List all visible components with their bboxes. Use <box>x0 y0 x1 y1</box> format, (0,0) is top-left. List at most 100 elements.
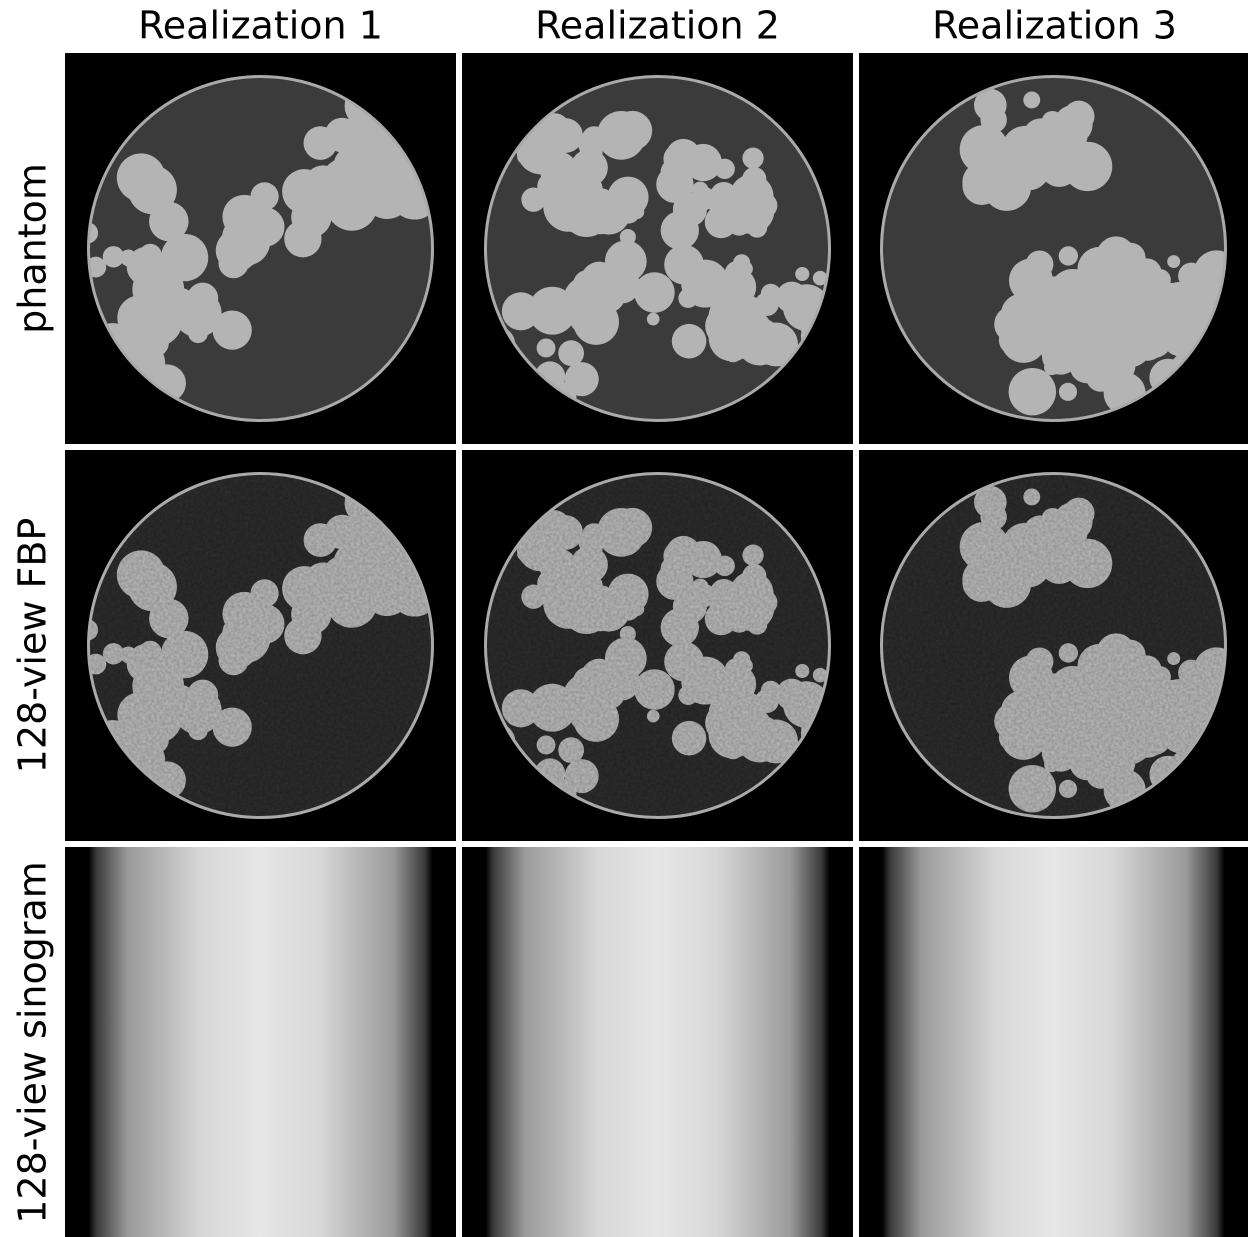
tissue-blob <box>742 166 767 192</box>
tissue-blob <box>548 515 583 550</box>
tissue-blob <box>543 577 595 629</box>
tissue-blob <box>572 269 603 300</box>
tissue-blob <box>613 525 633 545</box>
phantom-disk <box>485 76 830 421</box>
tissue-blob <box>574 378 592 397</box>
disk-edge <box>87 472 434 819</box>
tissue-blob <box>671 323 707 359</box>
disk-edge <box>484 472 831 819</box>
panel <box>859 847 1248 1237</box>
panel <box>462 53 853 444</box>
sinogram-image <box>462 847 853 1237</box>
tissue-blob <box>646 312 660 326</box>
tissue-blob <box>1067 292 1098 323</box>
tissue-blob <box>660 554 691 585</box>
panel <box>462 847 853 1237</box>
panel <box>65 53 456 444</box>
tissue-blob <box>1167 255 1181 269</box>
tissue-blob <box>579 536 603 560</box>
tissue-blob <box>1184 326 1202 344</box>
tissue-blob <box>212 707 252 747</box>
row-label: phantom <box>11 163 55 334</box>
tissue-blob <box>215 229 259 272</box>
tissue-blob <box>1063 497 1095 529</box>
tissue-blob <box>1077 643 1123 689</box>
disk-edge <box>87 75 434 422</box>
tissue-blob <box>1050 545 1063 559</box>
tissue-blob <box>116 153 166 202</box>
tissue-blob <box>1062 734 1085 757</box>
disk-edge <box>484 75 831 422</box>
column-title: Realization 1 <box>138 4 383 48</box>
tissue-blob <box>754 292 779 317</box>
tissue-blob <box>603 266 641 304</box>
tissue-blob <box>690 662 726 698</box>
tissue-blob <box>736 715 784 763</box>
tissue-blob <box>603 663 641 701</box>
tissue-blob <box>962 563 1002 602</box>
tissue-blob <box>1058 246 1079 266</box>
tissue-blob <box>138 640 162 664</box>
tissue-blob <box>188 323 208 344</box>
panel <box>462 450 853 841</box>
row-label: 128-view FBP <box>11 518 55 774</box>
column-title: Realization 3 <box>932 4 1177 48</box>
tissue-blob <box>222 591 267 636</box>
tissue-blob <box>1067 689 1098 720</box>
tissue-blob <box>742 563 767 589</box>
tissue-blob <box>574 775 592 794</box>
tissue-blob <box>795 663 810 679</box>
tissue-blob <box>698 584 715 601</box>
tissue-blob <box>1014 279 1047 312</box>
tissue-blob <box>88 619 99 641</box>
tissue-blob <box>1018 326 1047 356</box>
tissue-blob <box>742 544 764 566</box>
tissue-blob <box>175 631 199 655</box>
tissue-blob <box>517 547 531 561</box>
tissue-blob <box>187 282 219 314</box>
tissue-blob <box>1014 676 1047 709</box>
tissue-blob <box>754 689 779 714</box>
tissue-blob <box>102 246 125 268</box>
tissue-blob <box>116 550 166 599</box>
tissue-blob <box>175 234 199 258</box>
tissue-blob <box>536 338 556 358</box>
tissue-blob <box>587 191 631 235</box>
tissue-blob <box>303 126 338 160</box>
tissue-blob <box>660 157 691 188</box>
tissue-blob <box>1122 337 1135 350</box>
tissue-blob <box>1058 382 1078 401</box>
tissue-blob <box>744 198 772 227</box>
tissue-blob <box>690 265 726 301</box>
phantom-disk <box>881 76 1226 421</box>
tissue-blob <box>558 340 585 367</box>
panel <box>859 450 1248 841</box>
tissue-blob <box>573 696 620 742</box>
tissue-blob <box>962 166 1002 205</box>
tissue-blob <box>149 598 189 639</box>
tissue-blob <box>613 128 633 148</box>
tissue-blob <box>646 709 660 723</box>
tissue-blob <box>959 521 1009 572</box>
tissue-blob <box>1050 148 1063 162</box>
tissue-blob <box>587 588 631 632</box>
tissue-blob <box>1126 321 1143 338</box>
tissue-blob <box>536 735 556 755</box>
tissue-blob <box>742 147 764 169</box>
tissue-blob <box>1184 723 1202 741</box>
row-label: 128-view sinogram <box>11 861 55 1224</box>
tissue-blob <box>684 143 722 182</box>
tissue-blob <box>333 144 378 189</box>
tissue-blob <box>634 272 675 313</box>
column-title: Realization 2 <box>535 4 780 48</box>
tissue-blob <box>1063 100 1095 132</box>
tissue-blob <box>303 523 338 557</box>
tissue-blob <box>528 286 577 335</box>
tissue-blob <box>1062 337 1085 360</box>
tissue-blob <box>737 261 753 277</box>
tissue-blob <box>333 541 378 586</box>
tissue-blob <box>684 540 722 579</box>
tissue-blob <box>521 187 546 212</box>
tissue-blob <box>517 150 531 164</box>
tissue-blob <box>215 626 259 669</box>
